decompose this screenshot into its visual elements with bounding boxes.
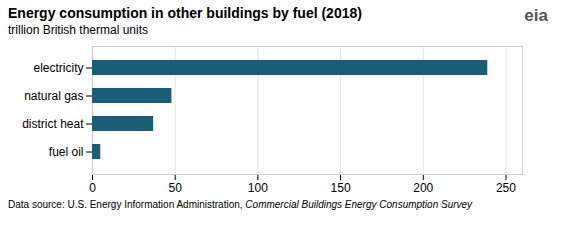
svg-text:district heat: district heat (22, 117, 84, 131)
svg-text:100: 100 (248, 181, 268, 195)
svg-text:250: 250 (496, 181, 516, 195)
svg-text:150: 150 (331, 181, 351, 195)
html-text:Energy consumption in other bu: Energy consumption in other buildings by… (8, 5, 362, 21)
svg-text:natural gas: natural gas (24, 89, 83, 103)
svg-text:50: 50 (169, 181, 183, 195)
svg-text:0: 0 (89, 181, 96, 195)
svg-text:fuel oil: fuel oil (49, 145, 84, 159)
html-text:eia: eia (524, 6, 548, 25)
svg-text:electricity: electricity (33, 61, 83, 75)
html-text:trillion British thermal units: trillion British thermal units (8, 23, 148, 37)
svg-text:200: 200 (413, 181, 433, 195)
html-text:Data source: U.S. Energy Infor: Data source: U.S. Energy Information Adm… (8, 199, 473, 210)
